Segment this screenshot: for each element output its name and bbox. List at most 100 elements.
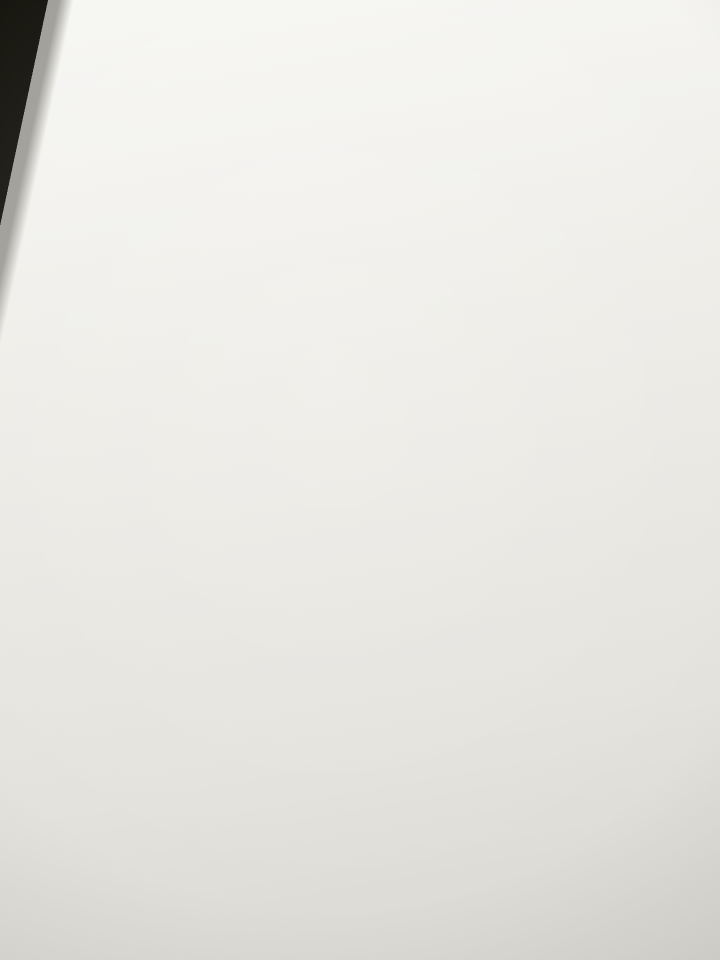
renewable-table-header-2: Art der erneuerbaren Energiec: Anteil EE… [78,826,332,838]
ghg-unit: kg CO2 -Äquivalent /(m²a) [560,155,670,168]
renewable-option-checkbox-6[interactable] [102,661,109,669]
renewable-option-label-6: Wärmepumpen-Hybridheizung (§ 71h) [113,660,240,671]
unit-w-1: W/(m²K) [165,375,198,386]
energy-tick-0: 0 [89,239,96,251]
title-law-footnote-ref: 1 [317,61,321,68]
label-fuer-heizung: für Heizung [215,529,246,548]
checkbox-weitere-eintraege[interactable] [78,899,85,907]
summe-sup-2: 8 [274,884,278,891]
comparison-panel: Vergleichswerte Endenergie 4 A+ A B C D E F G H … [347,496,690,695]
renewable-body: Nutzung erneuerbarer Energien a: für Heiz… [68,522,339,909]
explanations-panel: Erläuterungen zum Berechnungsverfahren D… [348,698,691,845]
renewable-option-8[interactable]: Dezentrale, elektrische Warmwasserbereit… [77,686,331,697]
ghg-value: 34,13 [521,157,554,168]
ist-wert-label-2: Ist-Wert [81,375,112,386]
registration-bar: Berechneter Energiebedarf des Gebäudes R… [62,78,638,118]
pauschal-row: Erfüllung der 65%-EE-Regel durch pauscha… [76,572,330,593]
comparison-labels: Effizienzhaus 40 MFH Neubau EFH Neubau EFH … [366,571,688,687]
energy-class-f: F [450,211,515,235]
energy-tick-175: 175 [450,236,469,248]
title-frame: ENERGIEAUSWEIS für Wohngebäude gemäß den… [62,9,685,77]
summary-bar-value: 133,03 [632,455,677,472]
comparison-class-c: C [462,531,489,546]
comparison-class-a: A [409,531,434,546]
nicht-gilt-label: Nutzung bei Anlagen, für die die 65%-EE-… [89,812,277,824]
renewable-option-2[interactable]: Wärmepumpe (§ 71c) [76,608,330,619]
comparison-tick-50: 50 [423,546,432,556]
footnote-right-5: ¹⁰ Anteil EE an der Wärmebereitstellung … [350,891,580,901]
ist-wert-field-2[interactable] [116,374,161,387]
checkbox-einzelfall[interactable] [85,700,93,708]
rule-65-row: Nutzung zur Erfüllung der 65%-EE-Regel g… [75,550,330,570]
comparison-tick-200: 200 [605,545,619,555]
comparison-scale: A+ A B C D E F G H 0 25 50 75 100 125 150 175 200 225 >250 [377,529,671,571]
summer-heat-option-label: eingehalten [359,388,407,400]
anforderungswert-field-2[interactable] [276,373,321,385]
method-checkbox-1[interactable] [415,348,425,357]
renewable-option-3[interactable]: Stromdirektheizung (§ 71d) [76,621,330,632]
footnote-right-4: aufgestellt worden sind oder einer Überg… [350,880,641,890]
renewable-option-7[interactable]: Solarthermie-Hybridheizung (§ 71h) [77,673,331,684]
renewable-option-checkbox-1[interactable] [101,596,109,604]
checkbox-fuer-warmwasser[interactable] [261,534,268,542]
renewable-option-checkbox-2[interactable] [102,609,109,617]
summer-heat-checkbox[interactable] [345,390,354,399]
renewable-option-label-7: Solarthermie-Hybridheizung (§ 71h) [114,673,232,684]
renewable-option-1[interactable]: Hausübergabestation (Wärmenetz) (§ 71b) [76,595,330,606]
method-checkbox-4[interactable] [416,396,425,405]
energy-tick-225: 225 [555,235,573,247]
energy-class-b: B [206,213,265,237]
title-law-text: gemäß den §§ 79 ff. des Gebäudeenergiege… [82,57,314,70]
comparison-class-g: G [582,530,624,545]
summary-bar-subtitle: [Pflichtangabe in Immobilienanzeigen] [79,473,249,486]
renewable-option-6[interactable]: Wärmepumpen-Hybridheizung (§ 71h) [76,660,330,671]
hull-quality-subheading: Energetische Qualität der Gebäudehülle H… [81,362,255,374]
method-checkbox-3[interactable] [416,380,425,389]
comparison-tick-75: 75 [458,546,467,556]
energy-tick-25: 25 [139,238,152,250]
renewable-option-4[interactable]: Solarthermische Anlage (§ 71e) [76,634,330,645]
comparison-class-f: F [550,530,583,545]
renewable-option-checkbox-5[interactable] [102,648,109,656]
checkbox-fuer-heizung[interactable] [205,535,212,542]
renewable-panel: Angaben zur Nutzung erneuerbarer Energie… [66,499,341,909]
method-options: Verfahren nach DIN V 4108-6 und DIN V 47… [415,346,671,406]
comparison-scale-ticks: 0 25 50 75 100 125 150 175 200 225 >250 [378,544,671,558]
renewable-option-checkbox-7[interactable] [102,674,110,682]
renewable-option-checkbox-3[interactable] [102,622,109,630]
explanations-header: Erläuterungen zum Berechnungsverfahren [350,700,688,727]
method-option-3[interactable]: Regelung nach § 31 GEG ("Modellgebäudeve… [416,378,671,390]
summary-bar-left: Endenergiebedarf dieses Gebäudes [Pflich… [68,450,546,493]
einzelfall-label: Erfüllung der 65%-EE-Regel auf Grundlage… [97,699,310,719]
renewable-table-body-1[interactable] [77,742,332,799]
pauschal-label-sup: 4 [289,581,294,588]
renewable-option-checkbox-8[interactable] [102,687,110,695]
einzelfall-row: Erfüllung der 65%-EE-Regel auf Grundlage… [77,699,331,719]
ist-wert-field-1[interactable] [116,346,161,359]
comparison-class-b: B [433,531,463,546]
primary-energy-subheading: Primärenergiebedarf [80,334,163,346]
requirements-heading: Anforderungen gemäß GEG2 [81,317,406,330]
method-option-4[interactable]: Vereinfachungen nach § 50 Absatz 4 GEG [416,394,671,406]
anforderungswert-field-1[interactable] [284,345,329,357]
summer-heat-label: Sommerlicher Wärmeschutz (bei Neubau) [81,390,249,402]
renewable-option-5[interactable]: Heizungsanlage für Biomasse oder Wassers… [76,647,330,658]
method-option-2[interactable]: Verfahren nach DIN V 18599 [416,362,671,374]
method-option-1[interactable]: Verfahren nach DIN V 4108-6 und DIN V 47… [415,346,671,358]
renewable-table-body-2[interactable] [77,838,333,885]
anteil-ee-header: Anteil EE**: [296,826,332,834]
weitere-label: weitere Einträge und Erläuterungen in de… [89,898,261,909]
col-einzel-header: Anteil EE** der Einzel-anlage: [236,722,282,738]
renewable-option-checkbox-4[interactable] [102,635,109,643]
ghg-label: Treibhausgasemissionen [410,156,515,169]
comparison-tick-225: 225 [632,544,645,554]
checkbox-65-ee-regel[interactable] [75,552,83,559]
col-waerme-header: Anteil Wärmebereitstellungf: [187,722,255,740]
energy-tick-gt250: >250 [604,235,629,247]
energy-scale-classes: A+ A B C D E F G H [83,210,667,238]
checkbox-pauschal[interactable] [84,574,92,581]
method-checkbox-2[interactable] [416,364,425,373]
renewable-use-row: Nutzung erneuerbarer Energien a: für Heiz… [75,528,329,549]
checkbox-nicht-gilt[interactable] [77,814,85,821]
